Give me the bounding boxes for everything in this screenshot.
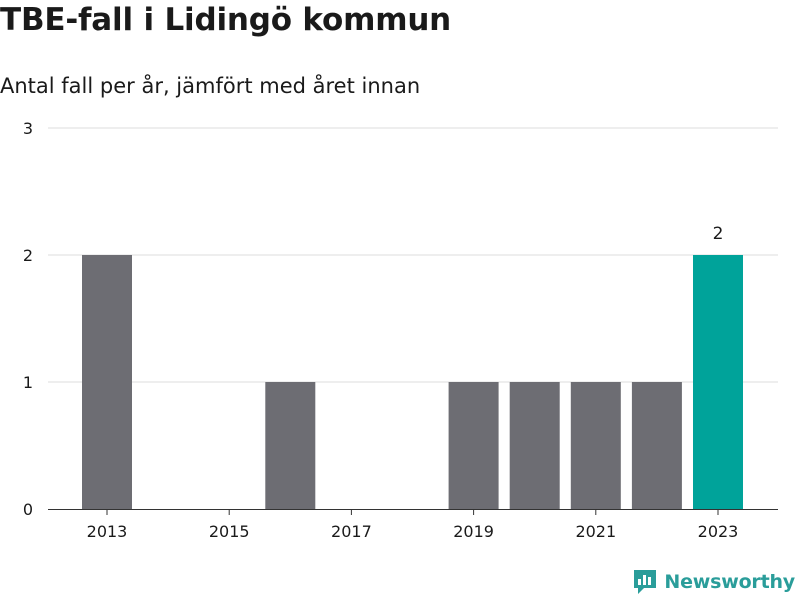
x-tick-label: 2015	[209, 522, 250, 541]
bar-2020	[509, 382, 560, 509]
bar-2016	[265, 382, 316, 509]
brand-name: Newsworthy	[664, 571, 795, 593]
x-tick-label: 2023	[698, 522, 739, 541]
x-tick-label: 2021	[575, 522, 616, 541]
chart-subtitle: Antal fall per år, jämfört med året inna…	[0, 74, 421, 98]
newsworthy-chart-icon	[634, 570, 657, 594]
x-tick-label: 2017	[331, 522, 372, 541]
brand-logo: Newsworthy	[632, 568, 795, 596]
bar-2022	[631, 382, 682, 509]
x-tick-label: 2013	[87, 522, 128, 541]
y-tick-label: 0	[23, 500, 33, 519]
chart-title: TBE-fall i Lidingö kommun	[0, 2, 452, 38]
bar-2019	[448, 382, 499, 509]
y-tick-label: 3	[23, 119, 33, 138]
bar-2013	[82, 255, 132, 509]
data-label-2023: 2	[713, 224, 724, 244]
y-tick-label: 1	[23, 373, 33, 392]
bar-2021	[570, 382, 621, 509]
bar-2023	[693, 255, 743, 509]
x-tick-label: 2019	[453, 522, 494, 541]
y-tick-label: 2	[23, 246, 33, 265]
